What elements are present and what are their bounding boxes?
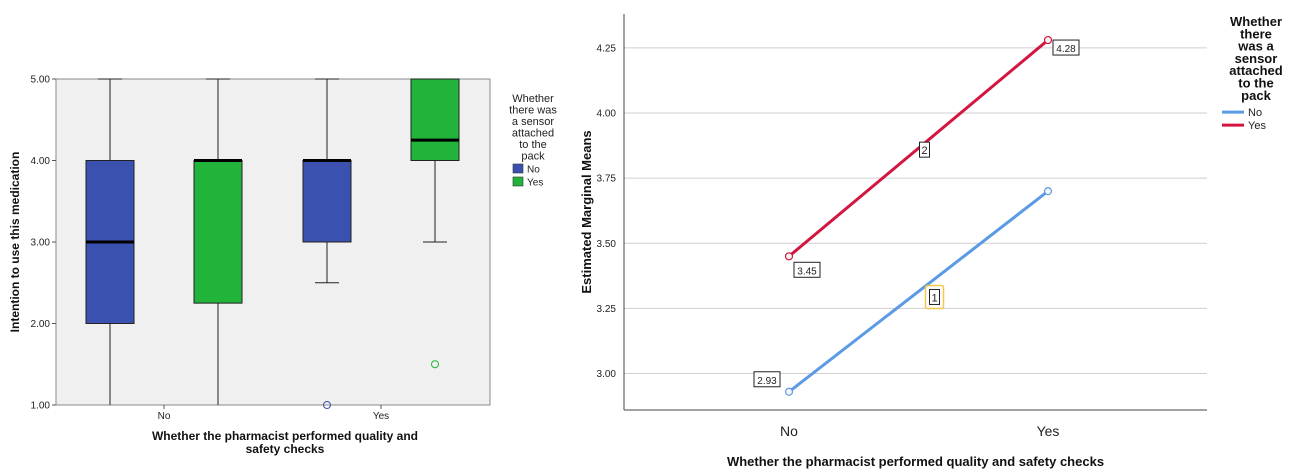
outlier-point — [323, 401, 331, 409]
y-tick-label: 3.25 — [597, 304, 617, 315]
y-tick-label: 5.00 — [31, 75, 51, 86]
data-label-box — [753, 371, 781, 388]
y-tick-label: 3.50 — [597, 239, 617, 250]
y-axis-title: Intention to use this medication — [8, 152, 22, 333]
data-point — [1043, 35, 1053, 45]
box-yes-no — [193, 78, 243, 405]
line-id-label: 1 — [924, 284, 945, 310]
legend-swatch — [512, 176, 524, 187]
legend-title: attached — [1229, 63, 1283, 78]
series-yes: 2 — [784, 35, 1053, 261]
data-label: 3.45 — [793, 261, 821, 278]
legend-title: Whether — [1230, 14, 1282, 29]
y-axis-title: Estimated Marginal Means — [579, 130, 594, 293]
boxplot-chart: 1.00 2.00 3.00 4.00 5.00 No Yes Intention to us… — [8, 75, 557, 457]
box-no-no — [85, 78, 135, 405]
data-label: 4.28 — [1052, 39, 1080, 56]
y-tick-label: 1.00 — [31, 401, 51, 412]
legend-label: Yes — [1248, 120, 1266, 132]
legend-title: to the — [519, 139, 547, 151]
box-yes-yes — [410, 78, 460, 369]
y-tick-label: 4.25 — [597, 43, 617, 54]
line-id-text: 1 — [931, 292, 937, 304]
legend-title: sensor — [1235, 51, 1278, 66]
y-tick-label: 2.00 — [31, 319, 51, 330]
data-label-box — [793, 261, 821, 278]
selection-highlight — [924, 284, 945, 310]
y-tick-label: 3.00 — [597, 369, 617, 380]
x-axis-title: Whether the pharmacist performed quality… — [152, 429, 418, 443]
data-label: 2.93 — [753, 371, 781, 388]
legend-label: Yes — [527, 178, 543, 189]
legend-title: pack — [1241, 88, 1271, 103]
y-tick-label: 3.75 — [597, 174, 617, 185]
line-id-box — [919, 141, 930, 158]
line-id-label: 2 — [919, 141, 930, 158]
data-label-text: 4.28 — [1056, 44, 1076, 55]
data-label-text: 3.45 — [797, 266, 817, 277]
box-body — [302, 160, 352, 243]
x-tick-label: Yes — [373, 411, 389, 422]
legend-title: Whether — [512, 93, 554, 105]
line-id-text: 2 — [921, 145, 927, 157]
legend-swatch — [512, 163, 524, 174]
x-axis-title: Whether the pharmacist performed quality… — [727, 454, 1104, 469]
box-body — [410, 78, 460, 161]
data-label-text: 2.93 — [757, 376, 777, 387]
x-axis-title: safety checks — [246, 442, 325, 456]
y-tick-label: 4.00 — [597, 109, 617, 120]
legend-label: No — [1248, 107, 1262, 119]
box-body — [193, 160, 243, 304]
legend-title: a sensor — [512, 116, 555, 128]
x-tick-label: No — [780, 423, 798, 439]
legend-title: attached — [512, 128, 554, 140]
x-tick-label: No — [158, 411, 171, 422]
data-point — [784, 252, 794, 261]
legend-label: No — [527, 165, 540, 176]
series-no: 1 — [784, 187, 1053, 396]
legend-title: to the — [1238, 76, 1273, 91]
box-no-yes — [302, 78, 352, 409]
y-tick-label: 3.00 — [31, 238, 51, 249]
legend-title: pack — [521, 151, 545, 163]
legend-title: was a — [1237, 39, 1274, 54]
line-id-box — [929, 288, 940, 305]
x-tick-label: Yes — [1037, 423, 1060, 439]
data-point — [784, 387, 794, 396]
y-tick-label: 4.00 — [31, 156, 51, 167]
data-point — [1043, 187, 1053, 196]
legend-title: there — [1240, 26, 1272, 41]
outlier-point — [431, 360, 439, 369]
series-line — [788, 189, 1049, 393]
data-label-box — [1052, 39, 1080, 56]
legend-title: there was — [509, 105, 557, 117]
series-line — [788, 38, 1049, 258]
